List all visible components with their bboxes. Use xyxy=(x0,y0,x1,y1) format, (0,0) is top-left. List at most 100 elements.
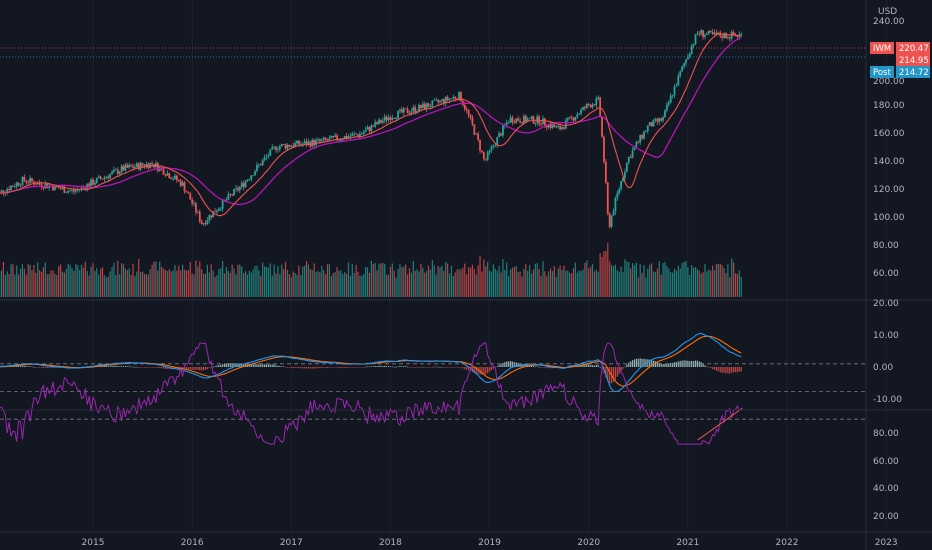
candle xyxy=(113,166,115,174)
macd-histogram-bar xyxy=(50,367,52,368)
macd-histogram-bar xyxy=(355,367,357,368)
candle xyxy=(278,144,281,152)
candle xyxy=(19,183,22,188)
volume-bar xyxy=(363,274,365,297)
volume-bar xyxy=(113,262,115,297)
volume-bar xyxy=(645,277,647,297)
macd-histogram-bar xyxy=(263,364,266,367)
candle xyxy=(92,177,94,186)
candle xyxy=(603,135,605,164)
macd-histogram-bar xyxy=(408,367,411,368)
macd-histogram-bar xyxy=(16,365,18,367)
macd-histogram-bar xyxy=(586,364,588,367)
x-axis-tick: 2017 xyxy=(280,538,303,548)
volume-bar xyxy=(578,270,580,297)
candle xyxy=(482,151,485,162)
volume-bar xyxy=(654,272,657,297)
volume-bar xyxy=(626,261,628,297)
macd-histogram-bar xyxy=(283,366,285,367)
candle xyxy=(646,124,649,134)
candle xyxy=(170,176,173,180)
macd-histogram-bar xyxy=(536,366,538,367)
volume-bar xyxy=(359,275,361,297)
volume-bar xyxy=(513,266,515,297)
macd-histogram-bar xyxy=(311,367,313,369)
candle xyxy=(185,190,188,193)
volume-bar xyxy=(393,270,395,297)
volume-bar xyxy=(145,274,147,297)
macd-histogram-bar xyxy=(157,367,159,368)
candle xyxy=(393,117,396,119)
candle xyxy=(660,117,663,123)
volume-bar xyxy=(323,270,325,297)
candle xyxy=(193,200,195,207)
volume-bar xyxy=(424,272,426,297)
volume-bar xyxy=(530,273,533,297)
macd-histogram-bar xyxy=(544,367,546,368)
candle xyxy=(254,169,256,176)
candle xyxy=(606,181,609,216)
macd-histogram-bar xyxy=(534,366,536,368)
candle xyxy=(200,219,203,225)
candle xyxy=(648,121,651,126)
macd-histogram-bar xyxy=(14,366,16,367)
macd-histogram-bar xyxy=(376,366,378,367)
volume-bar xyxy=(614,264,617,297)
macd-histogram-bar xyxy=(708,367,710,368)
volume-bar xyxy=(399,264,401,297)
macd-histogram-bar xyxy=(736,367,739,373)
candle xyxy=(23,174,26,183)
candle xyxy=(688,52,691,59)
candle xyxy=(387,114,390,123)
candle xyxy=(704,33,706,40)
candle xyxy=(582,106,584,111)
macd-histogram-bar xyxy=(134,366,136,368)
volume-bar xyxy=(77,265,79,297)
volume-bar xyxy=(652,271,655,297)
macd-histogram-bar xyxy=(21,365,24,367)
price-axis-tick: 160.00 xyxy=(873,129,905,139)
y-axis[interactable]: USD 240.00 200.00 180.00 160.00 140.00 120.00… xyxy=(873,7,905,522)
macd-histogram-bar xyxy=(448,367,451,368)
macd-histogram-bar xyxy=(677,361,679,367)
macd-histogram-bar xyxy=(597,365,599,367)
macd-histogram-bar xyxy=(588,364,590,367)
volume-bar xyxy=(447,263,449,297)
candle xyxy=(101,178,104,180)
candle xyxy=(189,191,192,200)
volume-bar xyxy=(140,272,142,297)
volume-bar xyxy=(437,265,439,297)
macd-histogram-bar xyxy=(532,366,535,367)
x-axis[interactable]: 2015 2016 2017 2018 2019 2020 2021 2022 2023 xyxy=(82,538,898,548)
macd-histogram-bar xyxy=(437,366,439,368)
candle xyxy=(351,131,354,137)
macd-histogram-bar xyxy=(241,363,243,367)
candle xyxy=(604,158,607,185)
macd-histogram-bar xyxy=(723,367,725,373)
candle xyxy=(498,130,501,138)
macd-histogram-bar xyxy=(647,359,649,367)
volume-bar xyxy=(532,269,535,297)
volume-bar xyxy=(67,263,69,297)
price-axis-tick: 80.00 xyxy=(873,241,899,251)
candle xyxy=(166,170,169,176)
candle xyxy=(311,137,314,148)
candle xyxy=(107,174,110,182)
macd-histogram-bar xyxy=(212,366,214,368)
volume-bar xyxy=(401,267,403,297)
candle xyxy=(317,137,319,143)
price-axis-tick: 140.00 xyxy=(873,157,905,167)
volume-bar xyxy=(107,276,109,297)
volume-bar xyxy=(612,266,615,297)
candle xyxy=(269,149,272,157)
macd-histogram-bar xyxy=(223,363,226,367)
candle xyxy=(145,161,148,169)
volume-bar xyxy=(584,263,586,297)
rsi-axis-tick: 20.00 xyxy=(873,512,899,522)
volume-bar xyxy=(555,277,557,297)
candle xyxy=(183,180,186,194)
